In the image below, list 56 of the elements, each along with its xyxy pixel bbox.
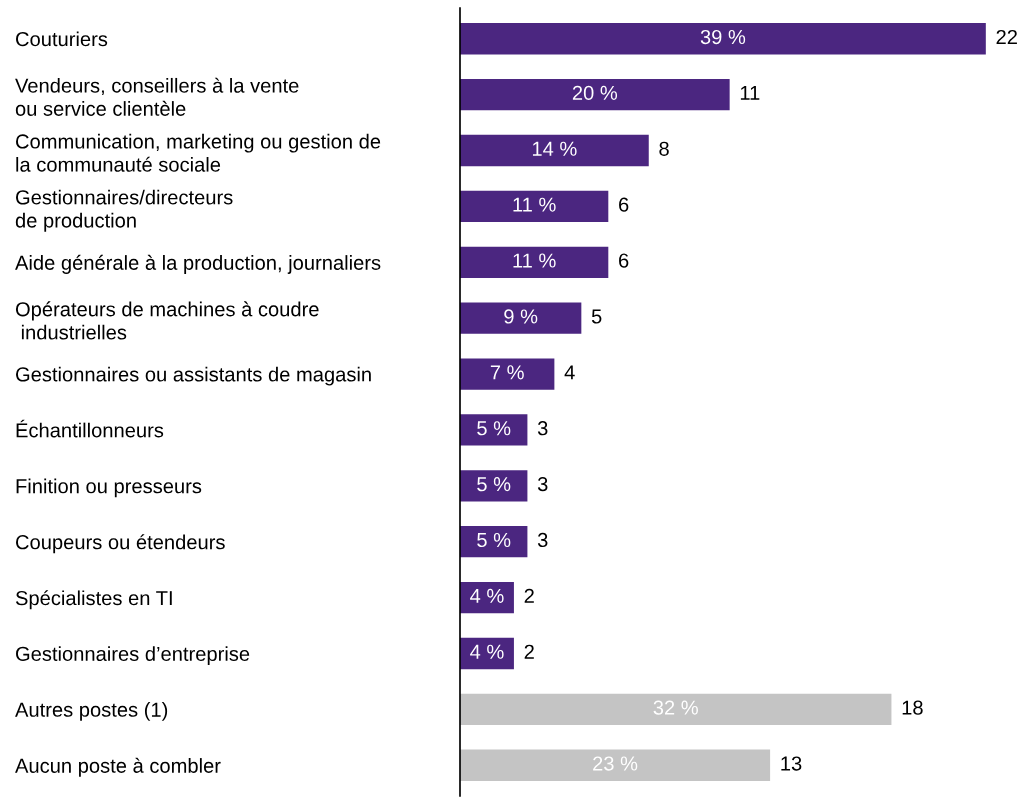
bar: [460, 302, 582, 334]
annotation: 13: [781, 756, 802, 771]
y-tick-label: Échantillonneurs: [16, 419, 164, 438]
data-label: 4 %: [470, 644, 504, 659]
y-tick-label: Autres postes (1): [15, 702, 168, 721]
bar: [460, 693, 892, 726]
y-tick-label: Gestionnaires d’entreprise: [16, 646, 250, 665]
bar: [460, 470, 528, 502]
annotation: 6: [619, 253, 629, 268]
y-tick-label: Finition ou presseurs: [16, 478, 202, 498]
y-tick-label: Gestionnaires ou assistants de magasin: [16, 366, 371, 386]
bar: [460, 190, 609, 223]
data-label: 39 %: [700, 29, 746, 45]
y-tick-label: Spécialistes en TI: [15, 590, 172, 610]
annotation: 11: [740, 85, 760, 100]
y-tick-label: Coupeurs ou étendeurs: [16, 534, 225, 554]
y-tick-label: Aucun poste à combler: [15, 757, 221, 777]
data-label: 32 %: [653, 700, 698, 715]
data-label: 5 %: [477, 532, 511, 548]
bar: [460, 414, 528, 446]
annotation: 5: [591, 309, 602, 324]
data-label: 11 %: [513, 253, 556, 268]
bar: [460, 246, 609, 278]
bar: [460, 637, 514, 670]
annotation: 3: [537, 421, 548, 436]
bar: [460, 134, 649, 167]
annotation: 3: [537, 476, 548, 492]
y-tick-label: Communication, marketing ou gestion de la communauté sociale: [16, 133, 381, 172]
bar: [460, 358, 555, 390]
annotation: 2: [524, 644, 534, 659]
data-label: 7 %: [490, 365, 524, 380]
data-label: 23 %: [593, 756, 638, 771]
bar: [460, 749, 771, 781]
y-tick-label: Aide générale à la production, journaliers: [15, 254, 381, 274]
y-tick-label: Vendeurs, conseillers à la vente ou service clientèle: [15, 77, 299, 116]
annotation: 4: [564, 365, 575, 380]
y-tick-label: Gestionnaires/directeurs de production: [15, 189, 233, 232]
y-tick-label: Couturiers: [16, 31, 108, 47]
data-label: 4 %: [470, 588, 504, 603]
bar: [460, 581, 514, 614]
bar: [460, 526, 528, 558]
annotation: 6: [619, 197, 629, 212]
annotation: 18: [902, 700, 923, 715]
bar: [460, 78, 730, 111]
bar: [460, 23, 986, 55]
annotation: 2: [524, 588, 534, 603]
data-label: 20 %: [572, 85, 618, 101]
data-label: 11 %: [513, 197, 556, 212]
annotation: 8: [659, 141, 669, 156]
annotation: 22: [996, 29, 1017, 44]
data-label: 9 %: [504, 309, 538, 324]
annotation: 3: [537, 532, 548, 548]
data-label: 5 %: [477, 421, 511, 436]
y-tick-label: Opérateurs de machines à coudre industrielles: [15, 301, 319, 340]
data-label: 14 %: [532, 141, 577, 156]
data-label: 5 %: [477, 477, 511, 492]
